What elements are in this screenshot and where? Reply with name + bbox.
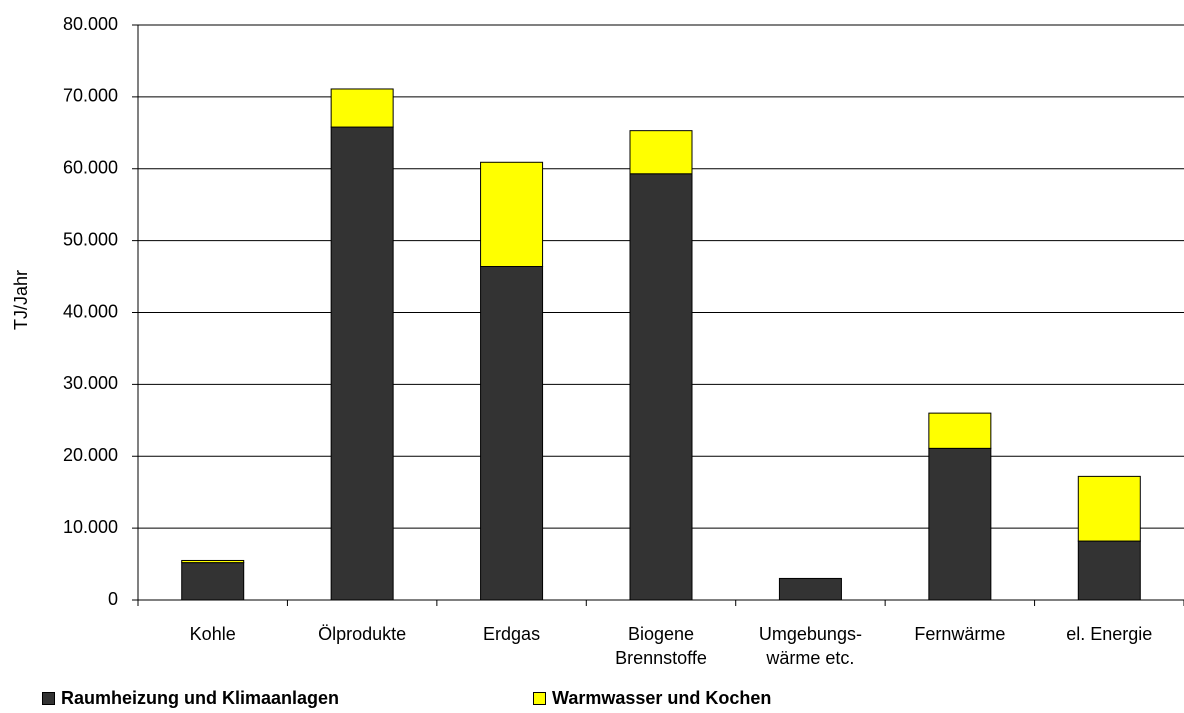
legend-swatch bbox=[42, 692, 55, 705]
bar-segment bbox=[778, 577, 842, 601]
y-tick-label: 80.000 bbox=[63, 14, 118, 34]
legend-label: Raumheizung und Klimaanlagen bbox=[61, 688, 340, 708]
bar-segment bbox=[480, 266, 544, 601]
bar-segment bbox=[629, 173, 693, 601]
bar-segment bbox=[330, 126, 394, 601]
y-tick-label: 60.000 bbox=[63, 158, 118, 178]
bar-segment bbox=[181, 562, 245, 601]
y-tick-label: 30.000 bbox=[63, 373, 118, 393]
bar-segment bbox=[480, 161, 544, 267]
legend-label: Warmwasser und Kochen bbox=[552, 688, 772, 708]
x-tick-label: Kohle bbox=[189, 624, 236, 644]
x-tick-label: Biogene Brennstoffe bbox=[615, 624, 707, 668]
bar-segment bbox=[181, 559, 245, 564]
legend-swatch bbox=[533, 692, 546, 705]
y-axis-title: TJ/Jahr bbox=[11, 270, 31, 330]
bar-segment bbox=[928, 447, 992, 601]
x-tick-label: Erdgas bbox=[483, 624, 541, 644]
x-tick-label: Ölprodukte bbox=[318, 624, 407, 644]
x-tick-label: Umgebungs- wärme etc. bbox=[758, 624, 862, 668]
bar-segment bbox=[629, 130, 693, 175]
y-tick-label: 40.000 bbox=[63, 301, 118, 321]
y-tick-label: 50.000 bbox=[63, 229, 118, 249]
bar-segment bbox=[1077, 540, 1141, 601]
y-tick-label: 20.000 bbox=[63, 445, 118, 465]
bar-segment bbox=[1077, 475, 1141, 542]
bar-segment bbox=[330, 88, 394, 128]
x-tick-label: Fernwärme bbox=[914, 624, 1006, 644]
y-tick-label: 70.000 bbox=[63, 86, 118, 106]
y-tick-label: 10.000 bbox=[63, 517, 118, 537]
x-tick-label: el. Energie bbox=[1066, 624, 1153, 644]
legend-item: Raumheizung und Klimaanlagen bbox=[42, 688, 339, 709]
legend-item: Warmwasser und Kochen bbox=[533, 688, 771, 709]
bar-segment bbox=[928, 412, 992, 449]
y-tick-label: 0 bbox=[108, 589, 118, 609]
